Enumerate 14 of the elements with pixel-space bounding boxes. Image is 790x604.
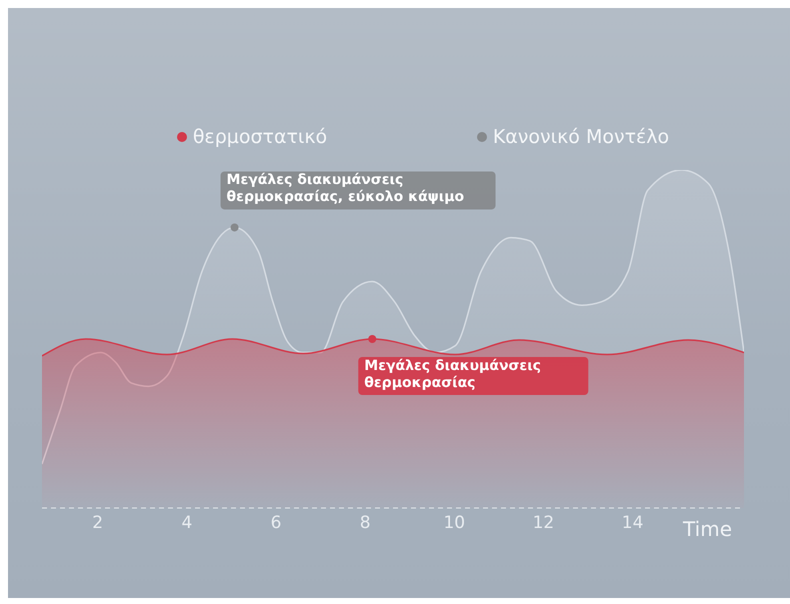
x-tick-label: 6 [270,513,282,534]
x-tick-label: 12 [532,513,554,534]
callout: Μεγάλες διακυμάνσεις θερμοκρασίας [358,335,588,395]
x-tick-label: 2 [92,513,104,534]
legend-label: Κανονικό Μοντέλο [492,126,670,148]
x-axis-title: Time [682,517,732,541]
annotation: Μεγάλες διακυμάνσεις θερμοκρασίας [358,357,588,393]
x-tick-label: 10 [443,513,466,534]
x-tick-label: 14 [622,513,644,534]
x-tick-label: 8 [360,513,371,534]
callout: Μεγάλες διακυμάνσεις θερμοκρασίας, εύκολο κάψιμο [220,171,496,232]
annotation: Μεγάλες διακυμάνσεις θερμοκρασίας, εύκολο κάψιμο [220,171,496,208]
legend-label: θερμοστατικό [192,126,328,148]
x-tick-label: 4 [181,513,192,534]
